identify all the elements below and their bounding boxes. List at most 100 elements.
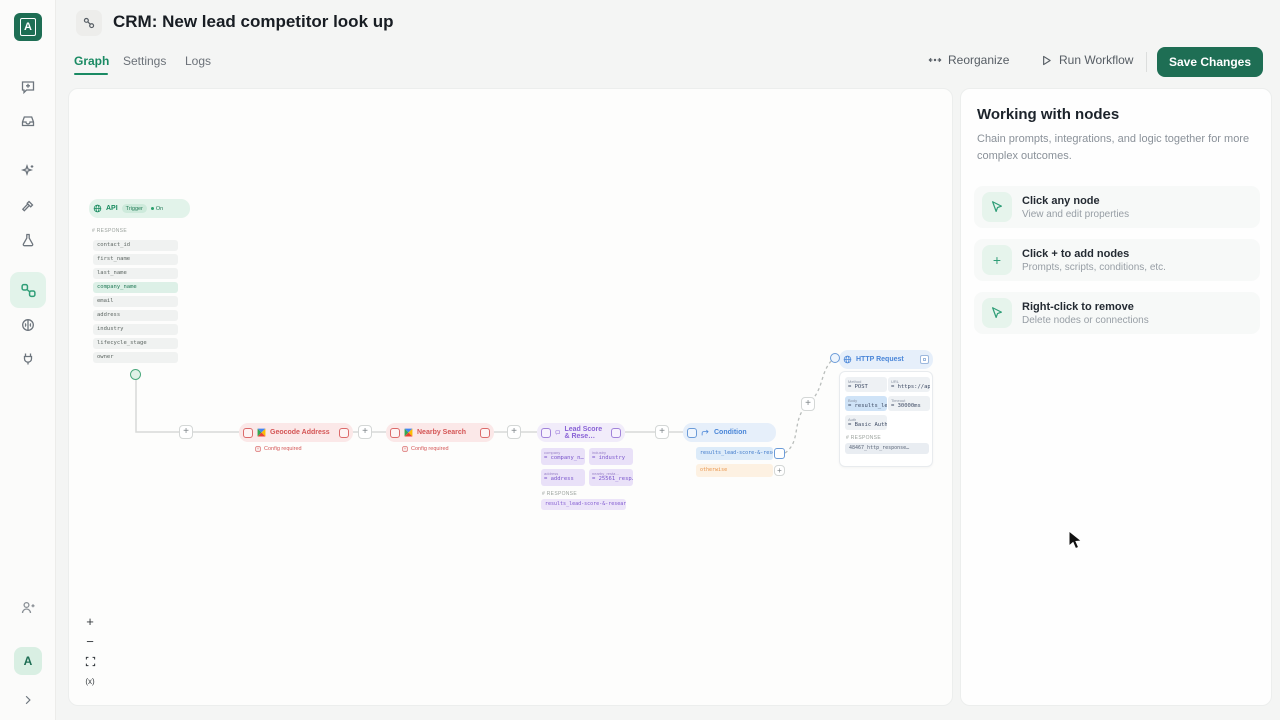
toolbar-divider — [1146, 52, 1147, 72]
map-pin-icon — [404, 428, 413, 437]
zoom-out-button[interactable]: − — [86, 634, 94, 649]
node-geocode-address[interactable]: Geocode Address — [239, 423, 353, 442]
tab-graph[interactable]: Graph — [74, 54, 110, 68]
input-port[interactable] — [390, 427, 400, 438]
api-field-chip[interactable]: contact_id — [93, 240, 178, 251]
integrations-icon-button[interactable] — [16, 347, 40, 371]
add-node-button[interactable]: + — [801, 397, 815, 411]
condition-node-title: Condition — [714, 429, 747, 436]
active-tab-underline — [74, 73, 108, 75]
http-param-chip[interactable]: Timeout = 30000ms — [888, 396, 930, 411]
fit-view-button[interactable] — [81, 653, 99, 670]
tab-settings[interactable]: Settings — [123, 54, 167, 68]
status-badge: On — [150, 206, 163, 212]
flask-icon — [22, 233, 34, 247]
add-node-button[interactable]: + — [507, 425, 521, 439]
lead-param-chip[interactable]: nearby_resta… = 25561_resp… — [589, 469, 633, 486]
linked-nodes-icon — [83, 17, 95, 29]
zoom-in-button[interactable]: + — [86, 614, 94, 629]
node-condition[interactable]: Condition — [683, 423, 776, 442]
workflow-canvas[interactable]: API Trigger On # RESPONSE contact_id fir… — [68, 88, 953, 706]
http-node-body[interactable]: Method = POST URL = https://api.y… Body … — [839, 371, 933, 467]
lead-response-chip[interactable]: results_lead-score-&-resear… — [541, 499, 626, 510]
http-response-chip[interactable]: 48467_http_response… — [845, 443, 929, 454]
save-changes-button[interactable]: Save Changes — [1157, 47, 1263, 77]
help-panel: Working with nodes Chain prompts, integr… — [960, 88, 1272, 706]
hammer-icon — [21, 200, 34, 212]
node-http-request[interactable]: HTTP Request — [839, 350, 933, 369]
node-api-trigger[interactable]: API Trigger On — [89, 199, 190, 218]
reorganize-label: Reorganize — [948, 53, 1010, 67]
api-field-chip[interactable]: first_name — [93, 254, 178, 265]
http-param-chip[interactable]: Method = POST — [845, 377, 887, 392]
api-response-header: # RESPONSE — [92, 228, 127, 234]
api-field-chip[interactable]: company_name — [93, 282, 178, 293]
condition-branch-match[interactable]: results_lead-score-&-resea… — [696, 447, 773, 460]
node-lead-score[interactable]: Lead Score & Rese… — [537, 423, 625, 442]
trigger-badge: Trigger — [121, 204, 147, 213]
map-pin-icon — [257, 428, 266, 437]
output-port[interactable] — [339, 427, 349, 438]
node-nearby-search[interactable]: Nearby Search — [386, 423, 494, 442]
tab-logs[interactable]: Logs — [185, 54, 212, 68]
input-port[interactable] — [243, 427, 253, 438]
reorganize-button[interactable]: Reorganize — [928, 53, 1009, 67]
api-node-title: API — [106, 205, 118, 212]
branch-add-button[interactable]: + — [774, 465, 785, 476]
api-field-chip[interactable]: address — [93, 310, 178, 321]
help-panel-subtitle: Chain prompts, integrations, and logic t… — [977, 133, 1250, 162]
api-field-chip[interactable]: lifecycle_stage — [93, 338, 178, 349]
app-logo[interactable]: A — [14, 13, 42, 41]
brain-icon-button[interactable] — [16, 313, 40, 337]
lab-icon-button[interactable] — [16, 228, 40, 252]
geocode-warning: Config required — [255, 446, 302, 452]
page-title: CRM: New lead competitor look up — [113, 12, 394, 31]
api-field-chip[interactable]: industry — [93, 324, 178, 335]
plug-icon — [23, 353, 33, 365]
add-node-button[interactable]: + — [358, 425, 372, 439]
expand-sidebar-button[interactable] — [16, 688, 40, 712]
http-input-port[interactable] — [830, 353, 840, 363]
inbox-icon — [21, 116, 35, 127]
sidebar: A — [0, 0, 56, 720]
inbox-icon-button[interactable] — [16, 109, 40, 133]
condition-branch-otherwise[interactable]: otherwise — [696, 464, 773, 477]
lead-param-chip[interactable]: address = address — [541, 469, 585, 486]
variables-button[interactable]: (x) — [85, 677, 95, 686]
http-node-title: HTTP Request — [856, 356, 904, 363]
output-port[interactable] — [611, 427, 621, 438]
avatar-letter: A — [23, 654, 33, 668]
help-panel-title: Working with nodes — [977, 106, 1120, 123]
globe-icon — [93, 204, 102, 213]
invite-user-button[interactable] — [16, 596, 40, 620]
branch-output-port[interactable] — [774, 448, 785, 459]
tools-icon-button[interactable] — [16, 194, 40, 218]
api-field-chip[interactable]: email — [93, 296, 178, 307]
sparkles-icon — [20, 163, 34, 177]
collapse-node-button[interactable] — [920, 355, 929, 364]
tip-remove-nodes: Right-click to remove Delete nodes or co… — [974, 292, 1260, 334]
http-param-chip-body[interactable]: Body = results_lead… — [845, 396, 887, 411]
api-output-port[interactable] — [130, 369, 141, 380]
sparkles-icon-button[interactable] — [16, 159, 40, 183]
chevron-right-icon — [25, 695, 31, 705]
http-response-header: # RESPONSE — [846, 435, 881, 441]
prompt-bubble-icon — [555, 430, 560, 435]
output-port[interactable] — [480, 427, 490, 438]
lead-param-chip[interactable]: industry = industry — [589, 448, 633, 465]
http-param-chip[interactable]: Auth = Basic Auth — [845, 415, 887, 430]
input-port[interactable] — [541, 427, 551, 438]
lead-param-chip[interactable]: company = company_n… — [541, 448, 585, 465]
input-port[interactable] — [687, 427, 697, 438]
user-avatar[interactable]: A — [14, 647, 42, 675]
add-node-button[interactable]: + — [179, 425, 193, 439]
sidebar-item-workflows-active[interactable] — [10, 272, 46, 308]
api-field-chip[interactable]: owner — [93, 352, 178, 363]
http-param-chip[interactable]: URL = https://api.y… — [888, 377, 930, 392]
run-workflow-button[interactable]: Run Workflow — [1040, 53, 1133, 67]
run-workflow-label: Run Workflow — [1059, 53, 1134, 67]
collapse-glyph — [923, 358, 926, 361]
add-node-button[interactable]: + — [655, 425, 669, 439]
api-field-chip[interactable]: last_name — [93, 268, 178, 279]
comments-icon[interactable] — [16, 75, 40, 99]
